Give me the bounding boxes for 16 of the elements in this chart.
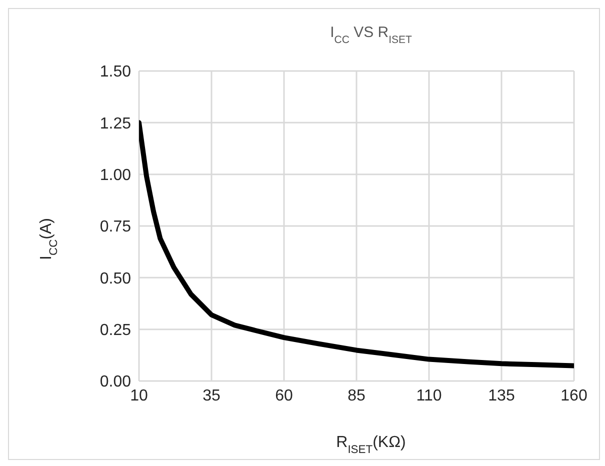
x-tick-label: 110 [416,387,442,404]
x-tick-label: 60 [275,387,293,404]
chart-title: I$_{CC}$ VS R$_{ISET}$ [330,24,413,46]
x-tick-label: 160 [560,387,588,404]
y-tick-label: 1.50 [100,64,132,81]
y-tick-label: 0.50 [100,270,132,288]
x-tick-label: 85 [348,387,366,404]
y-tick-label: 1.25 [100,115,132,132]
x-tick-label: 135 [488,387,515,404]
x-axis-title: R$_{ISET}$(KΩ) [336,434,406,456]
y-tick-label: 0.75 [100,218,132,236]
y-tick-label: 0.25 [100,322,132,340]
y-tick-label: 0.00 [100,374,132,391]
x-tick-label: 10 [130,387,148,404]
y-tick-label: 1.00 [100,167,132,184]
x-tick-label: 35 [202,387,220,404]
